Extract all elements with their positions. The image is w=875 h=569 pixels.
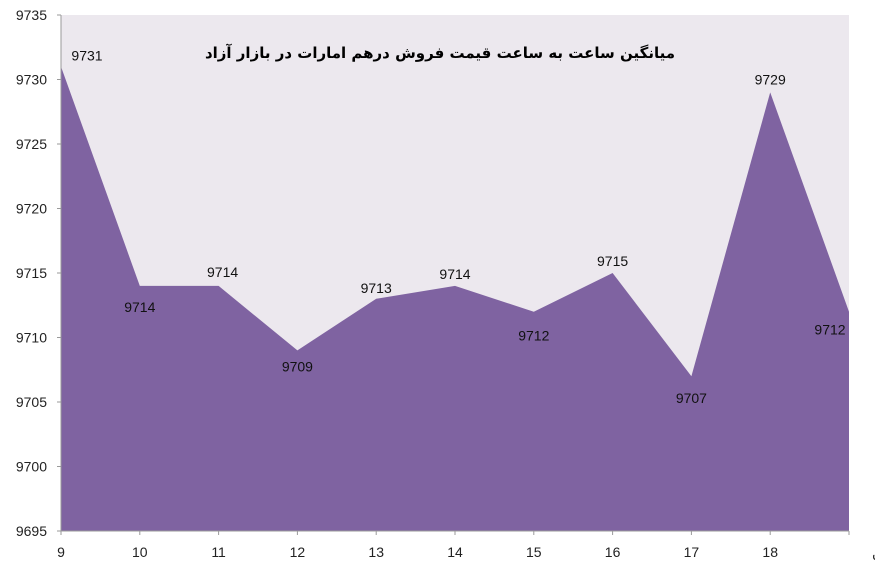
area-series: [61, 66, 849, 531]
data-label: 9707: [676, 390, 707, 406]
x-tick-label: میانگین: [872, 544, 875, 561]
x-tick-label: 16: [605, 544, 621, 560]
x-tick-label: 18: [762, 544, 778, 560]
y-axis-ticks: 9695 9700 9705 9710 9715 9720 9725 9730 9735: [16, 7, 61, 539]
chart-title: میانگین ساعت به ساعت قیمت فروش درهم امار…: [205, 44, 675, 62]
y-tick-label: 9695: [16, 523, 47, 539]
data-label: 9714: [124, 299, 155, 315]
data-label: 9731: [71, 48, 102, 64]
data-label: 9709: [282, 358, 313, 374]
y-tick-label: 9705: [16, 394, 47, 410]
y-tick-label: 9710: [16, 330, 47, 346]
data-label: 9714: [207, 264, 238, 280]
y-tick-label: 9735: [16, 7, 47, 23]
data-labels: 9731 9714 9714 9709 9713 9714 9712 9715 9707 9729…: [71, 48, 845, 407]
y-tick-label: 9720: [16, 201, 47, 217]
x-tick-label: 12: [290, 544, 306, 560]
y-tick-label: 9730: [16, 72, 47, 88]
x-tick-label: 17: [684, 544, 700, 560]
x-tick-label: 10: [132, 544, 148, 560]
data-label: 9715: [597, 253, 628, 269]
data-label: 9712: [518, 328, 549, 344]
data-label: 9729: [755, 71, 786, 87]
data-label: 9714: [439, 266, 470, 282]
x-axis-ticks: 9 10 11 12 13 14 15 16 17 18 میانگین: [57, 531, 875, 561]
x-tick-label: 15: [526, 544, 542, 560]
y-tick-label: 9725: [16, 136, 47, 152]
x-tick-label: 11: [211, 544, 226, 560]
x-tick-label: 13: [368, 544, 384, 560]
x-tick-label: 14: [447, 544, 463, 560]
data-label: 9713: [361, 280, 392, 296]
area-fill: [61, 66, 849, 531]
y-tick-label: 9715: [16, 265, 47, 281]
data-label: 9712: [814, 322, 845, 338]
x-tick-label: 9: [57, 544, 65, 560]
y-tick-label: 9700: [16, 459, 47, 475]
